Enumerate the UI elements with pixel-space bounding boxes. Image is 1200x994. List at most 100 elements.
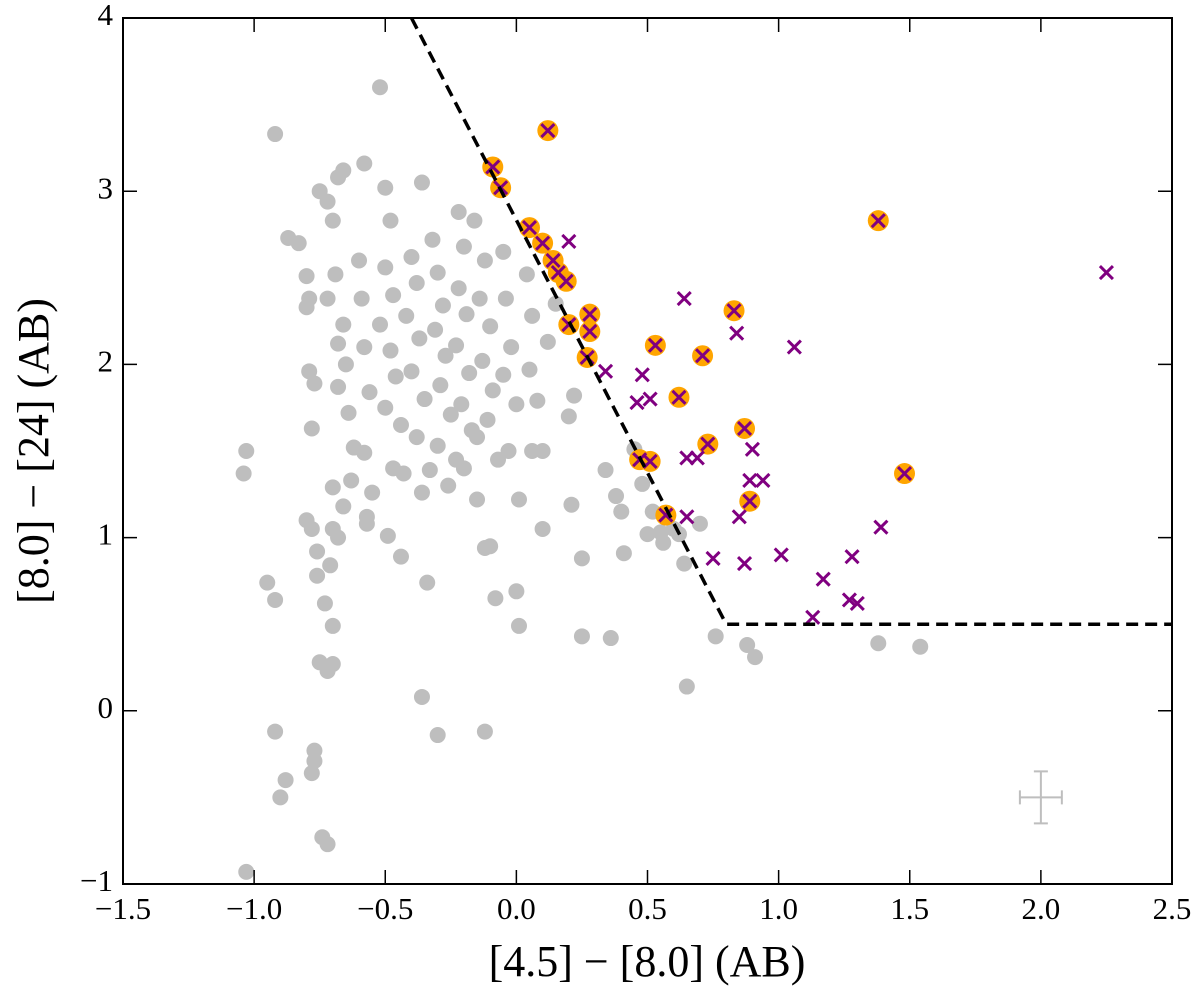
gray-point [602,630,619,647]
gray-point [608,488,625,505]
y-tick-label: 3 [98,170,114,205]
gray-point [487,590,504,607]
gray-point [563,496,580,513]
gray-point [372,79,389,96]
gray-point [398,307,415,324]
gray-point [303,520,320,537]
gray-point [303,765,320,782]
gray-point [450,203,467,220]
gray-point [476,723,493,740]
gray-point [484,382,501,399]
gray-point [912,638,929,655]
gray-point [508,583,525,600]
gray-point [392,548,409,565]
gray-point [343,472,360,489]
gray-point [316,595,333,612]
gray-point [322,557,339,574]
gray-point [327,266,344,283]
gray-point [272,789,289,806]
gray-point [358,508,375,525]
gray-point [337,356,354,373]
y-tick-label: 2 [98,344,114,379]
gray-point [424,231,441,248]
purple-cross [558,273,574,289]
gray-point [330,378,347,395]
y-tick-label: 1 [98,517,114,552]
gray-point [382,212,399,229]
gray-point [319,662,336,679]
purple-cross [671,389,687,405]
gray-point [413,688,430,705]
gray-point [529,392,546,409]
gray-point [461,365,478,382]
purple-cross [658,507,674,523]
y-tick-label: −1 [80,863,113,898]
gray-point [707,628,724,645]
gray-point [691,515,708,532]
gray-point [330,529,347,546]
gray-point [356,339,373,356]
gray-point [521,361,538,378]
gray-point [387,368,404,385]
gray-point [566,387,583,404]
gray-point [419,574,436,591]
purple-cross [582,306,598,322]
gray-point [413,484,430,501]
gray-point [437,347,454,364]
gray-point [267,591,284,608]
gray-point [324,479,341,496]
gray-point [432,377,449,394]
purple-cross [597,363,614,379]
purple-cross [736,556,753,572]
gray-point [547,295,564,312]
y-tick-label: 0 [98,690,114,725]
gray-point [267,126,284,143]
x-tick-label: 1.0 [759,891,798,926]
purple-cross [634,367,650,383]
gray-point [351,252,368,269]
y-axis-label: [8.0] − [24] (AB) [9,298,58,604]
gray-point [448,337,465,354]
purple-cross [1098,265,1115,281]
gray-point [364,484,381,501]
gray-point [739,636,756,653]
purple-cross [896,465,913,482]
gray-point [442,406,459,423]
gray-point [319,193,336,210]
purple-cross [849,595,865,611]
gray-point [573,550,590,567]
purple-cross [726,303,742,319]
gray-point [408,274,425,291]
gray-point [573,628,590,645]
gray-point [335,498,352,515]
gray-point [372,316,389,333]
x-tick-label: −1.5 [95,891,151,926]
purple-cross [679,509,695,525]
gray-point [518,266,535,283]
purple-cross [731,509,747,525]
gray-point [361,384,378,401]
purple-cross [786,339,802,355]
gray-point [510,617,527,634]
gray-point [450,280,467,297]
gray-point [238,863,255,880]
purple-cross [815,571,831,587]
gray-point [303,420,320,437]
gray-point [319,290,336,307]
gray-point [413,174,430,191]
x-tick-label: 1.5 [890,891,929,926]
gray-point [534,443,551,459]
gray-point [479,411,496,428]
plot-frame [122,17,1173,885]
purple-cross [844,549,860,565]
purple-cross [629,394,645,411]
gray-point [597,462,614,479]
gray-point [421,462,438,479]
gray-point [482,318,499,335]
purple-cross [773,547,789,563]
gray-point [353,290,370,307]
purple-cross [841,592,857,608]
gray-point [747,649,764,666]
gray-point [497,290,514,307]
